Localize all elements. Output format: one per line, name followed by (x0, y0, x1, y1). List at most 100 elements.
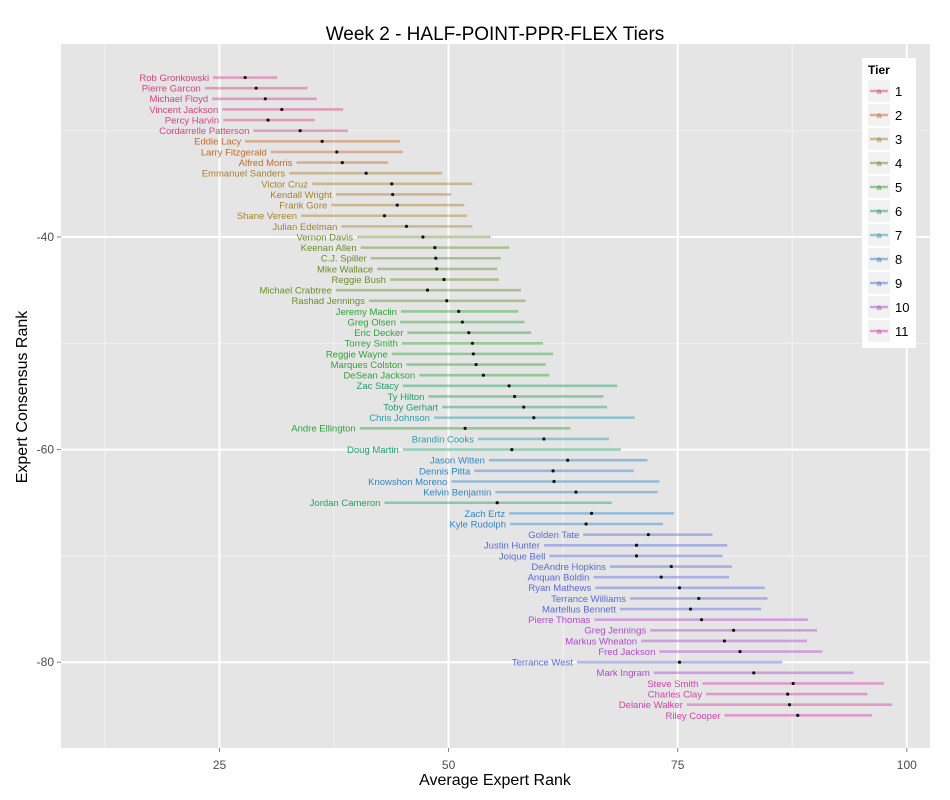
player-label: Terrance West (512, 658, 573, 669)
mean-point (435, 267, 439, 271)
mean-point (677, 660, 682, 664)
mean-point (340, 160, 344, 165)
mean-point (298, 129, 302, 133)
legend-item-tier-11: a 11 (868, 320, 909, 342)
player-label: Charles Clay (648, 689, 703, 700)
mean-point (335, 150, 339, 154)
legend-label: 11 (895, 324, 909, 339)
mean-point (471, 352, 475, 356)
player-label: Knowshon Moreno (368, 477, 447, 488)
legend-glyph-icon: a (877, 87, 882, 96)
player-label: Golden Tate (528, 530, 579, 541)
mean-point (434, 256, 438, 260)
y-axis-title: Expert Consensus Rank (14, 310, 31, 484)
legend-label: 2 (895, 108, 902, 123)
player-label: Cordarrelle Patterson (159, 126, 249, 137)
mean-point (445, 299, 449, 303)
chart-title: Week 2 - HALF-POINT-PPR-FLEX Tiers (326, 24, 665, 45)
player-label: Joique Bell (499, 551, 545, 562)
player-label: C.J. Spiller (321, 254, 367, 265)
mean-point (467, 331, 471, 335)
player-label: Eric Decker (354, 328, 403, 339)
player-label: Pierre Garcon (142, 84, 201, 95)
mean-point (391, 192, 395, 197)
mean-point (243, 75, 247, 80)
minor-gridlines (61, 44, 930, 748)
legend-label: 9 (895, 276, 902, 291)
mean-point (474, 362, 478, 367)
mean-point (699, 618, 704, 622)
legend-glyph-icon: a (877, 231, 882, 240)
mean-point (433, 246, 437, 250)
mean-point (542, 437, 546, 441)
mean-point (722, 639, 727, 643)
player-label: Markus Wheaton (565, 636, 637, 647)
y-tick-label: -40 (37, 230, 55, 244)
player-label: Brandin Cooks (412, 434, 475, 445)
legend-glyph-icon: a (877, 135, 882, 144)
mean-point (457, 309, 461, 314)
mean-point (254, 86, 258, 90)
player-label: Percy Harvin (165, 115, 219, 126)
player-label: DeSean Jackson (343, 371, 415, 382)
player-label: Vincent Jackson (149, 105, 218, 116)
mean-point (532, 416, 536, 420)
mean-point (507, 384, 511, 388)
legend-glyph-icon: a (877, 207, 882, 216)
mean-point (796, 713, 800, 717)
player-label: Eddie Lacy (194, 137, 241, 148)
player-label: Jeremy Maclin (336, 307, 397, 318)
legend-glyph-icon: a (877, 111, 882, 120)
player-label: Terrance Williams (551, 594, 626, 605)
mean-point (738, 649, 742, 654)
mean-point (425, 288, 430, 292)
player-label: Andre Ellington (291, 424, 355, 435)
x-axis-title: Average Expert Rank (419, 772, 572, 789)
player-label: Dennis Pitta (419, 466, 471, 477)
player-label: Fred Jackson (598, 647, 655, 658)
player-means (243, 75, 800, 717)
player-label: Greg Olsen (347, 317, 396, 328)
player-label: Marques Colston (331, 360, 403, 371)
player-label: Mike Wallace (317, 264, 373, 275)
mean-point (522, 405, 526, 409)
player-label: Riley Cooper (666, 711, 721, 722)
mean-point (495, 501, 499, 505)
legend-glyph-icon: a (877, 327, 882, 336)
legend-title: Tier (868, 63, 890, 77)
player-label: Anquan Boldin (528, 573, 590, 584)
legend-label: 3 (895, 132, 902, 147)
legend-label: 10 (895, 300, 909, 315)
legend-glyph-icon: a (877, 159, 882, 168)
mean-point (266, 118, 270, 122)
mean-point (574, 490, 578, 494)
mean-point (552, 479, 556, 484)
player-label: Reggie Bush (332, 275, 386, 286)
legend-item-tier-10: a 10 (868, 296, 909, 318)
y-axis: -40 -60 -80 (37, 230, 61, 669)
player-label: Toby Gerhart (383, 402, 438, 413)
player-label: Steve Smith (647, 679, 698, 690)
legend-label: 8 (895, 252, 902, 267)
x-tick-label: 50 (442, 758, 456, 772)
mean-point (320, 139, 324, 143)
mean-point (442, 277, 446, 282)
player-label: Shane Vereen (237, 211, 297, 222)
mean-point (688, 607, 693, 611)
mean-point (677, 586, 682, 590)
legend-label: 6 (895, 204, 902, 219)
mean-point (390, 182, 394, 186)
mean-point (510, 448, 514, 452)
player-label: Jason Witten (430, 456, 485, 467)
mean-point (752, 671, 756, 675)
mean-point (512, 394, 517, 399)
mean-point (566, 458, 570, 462)
player-label: Rob Gronkowski (139, 73, 209, 84)
player-label: Doug Martin (347, 445, 399, 456)
legend: Tier a 1a 2a 3a 4a 5a 6a 7a 8a 9a 10a 11 (862, 58, 916, 348)
player-label: Emmanuel Sanders (202, 169, 286, 180)
